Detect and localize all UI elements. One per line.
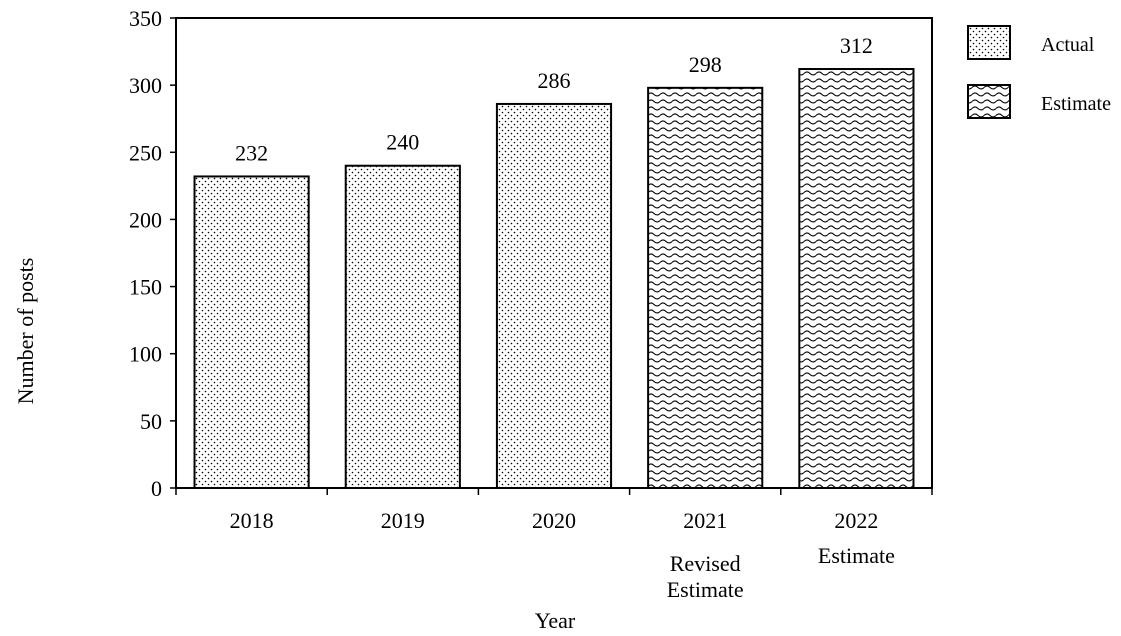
y-tick-label: 50 [140, 409, 162, 434]
bar-2020 [495, 102, 613, 489]
legend-swatch-actual [967, 25, 1011, 60]
y-tick-label: 250 [129, 140, 162, 165]
bar-2022 [798, 68, 915, 490]
y-tick-label: 150 [129, 275, 162, 300]
bar-2019 [344, 164, 461, 489]
x-axis: 2018 2019 2020 2021 Revised Estimate 2022 Estim… [175, 488, 933, 602]
x-tick-label: 2022 [834, 508, 878, 533]
y-tick-label: 350 [129, 6, 162, 31]
legend-swatch-estimate [967, 84, 1011, 119]
data-label: 286 [538, 68, 571, 93]
bars [193, 68, 915, 490]
data-label: 240 [386, 130, 419, 155]
bar-2018 [193, 175, 310, 489]
x-category-note: Revised Estimate [667, 551, 744, 602]
y-axis-title: Number of posts [13, 258, 38, 405]
bar-2021 [647, 86, 764, 489]
legend: Actual Estimate [967, 25, 1111, 119]
x-category-note: Estimate [818, 543, 895, 568]
x-tick-label: 2020 [532, 508, 576, 533]
y-tick-label: 0 [151, 476, 162, 501]
data-label: 232 [235, 140, 268, 165]
x-tick-label: 2019 [381, 508, 425, 533]
x-axis-title: Year [535, 608, 576, 633]
y-tick-label: 100 [129, 342, 162, 367]
legend-label: Actual [1041, 34, 1095, 56]
legend-label: Estimate [1041, 93, 1111, 115]
x-tick-label: 2021 [683, 508, 727, 533]
y-tick-label: 200 [129, 207, 162, 232]
data-label: 312 [840, 33, 873, 58]
x-tick-label: 2018 [230, 508, 274, 533]
data-label: 298 [689, 52, 722, 77]
data-labels: 232 240 286 298 312 [235, 33, 873, 165]
y-axis: 0 50 100 150 200 250 300 350 [129, 6, 176, 501]
y-tick-label: 300 [129, 73, 162, 98]
